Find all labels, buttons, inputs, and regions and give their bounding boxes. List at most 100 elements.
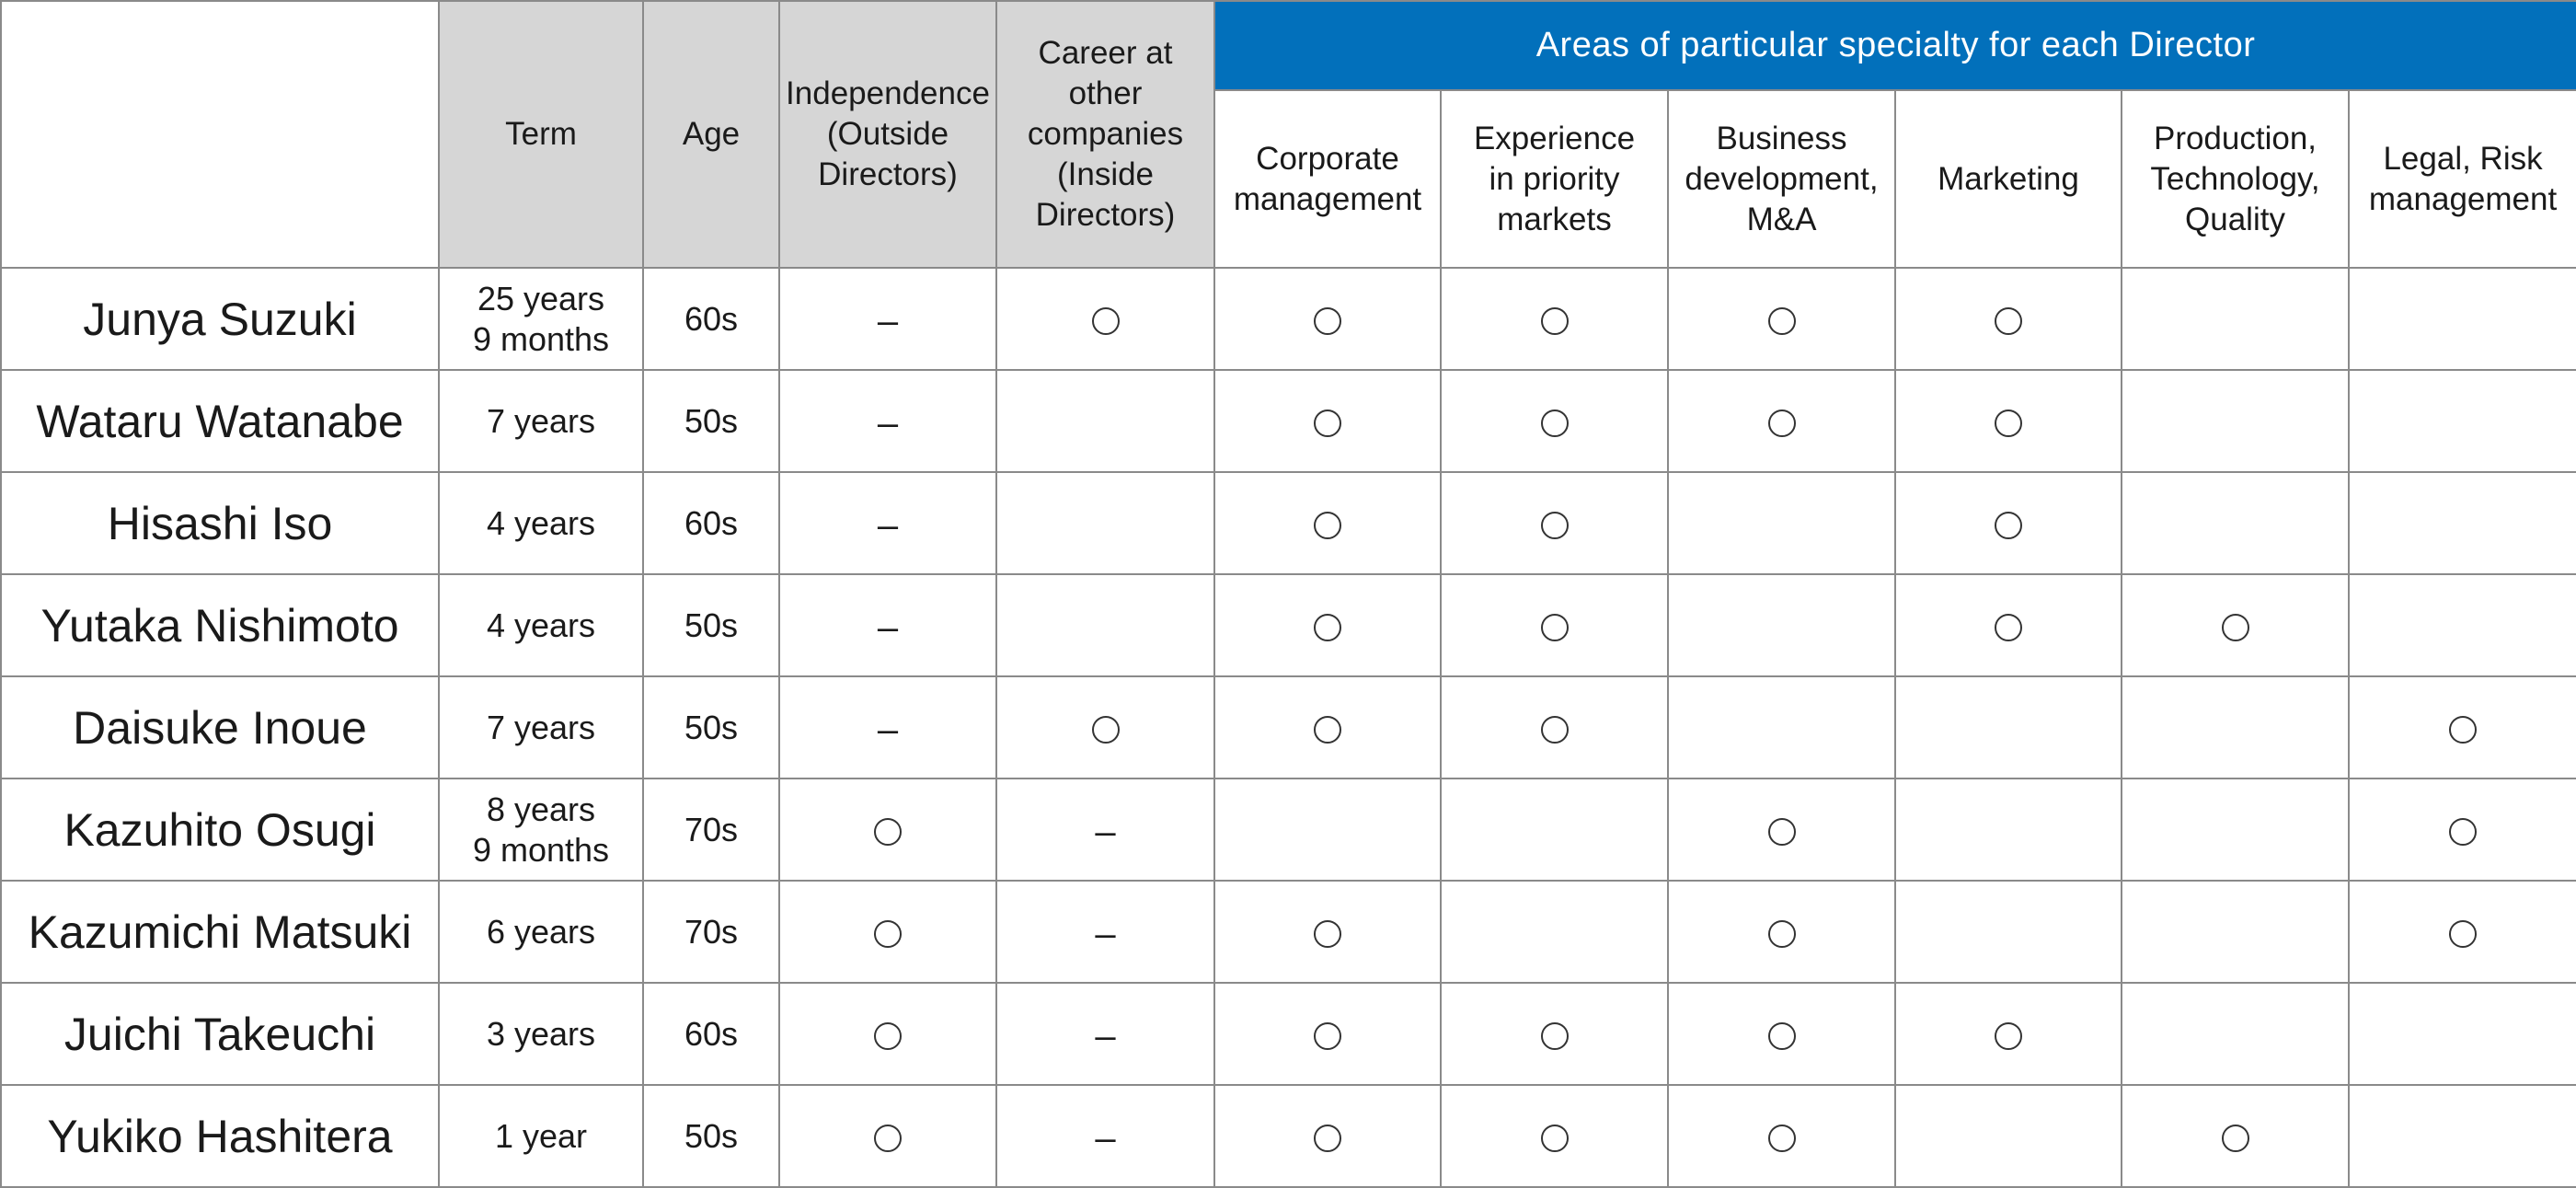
director-term: 8 years 9 months [438, 778, 644, 882]
specialty-cell-4 [2121, 1084, 2350, 1188]
circle-mark-icon [1540, 409, 1569, 437]
circle-mark-icon [1540, 1021, 1569, 1050]
specialty-cell-5 [2347, 573, 2576, 677]
independence-cell: – [778, 573, 997, 677]
director-age: 60s [642, 471, 780, 575]
circle-mark-icon [1540, 613, 1569, 641]
circle-mark-icon [874, 817, 902, 846]
specialty-cell-5 [2347, 471, 2576, 575]
circle-mark-icon [1314, 409, 1341, 437]
director-age: 60s [642, 982, 780, 1086]
specialty-cell-0 [1213, 982, 1442, 1086]
specialty-cell-4 [2121, 369, 2350, 473]
table-row: Yukiko Hashitera 1 year 50s – [0, 1084, 2576, 1188]
specialty-cell-5 [2347, 675, 2576, 779]
table-row: Daisuke Inoue 7 years 50s – [0, 675, 2576, 779]
specialty-cell-1 [1440, 1084, 1669, 1188]
circle-mark-icon [2221, 1124, 2249, 1152]
circle-mark-icon [1314, 919, 1341, 948]
circle-mark-icon [1314, 1124, 1341, 1152]
specialty-cell-4 [2121, 573, 2350, 677]
header-age: Age [642, 0, 780, 269]
circle-mark-icon [874, 919, 902, 948]
specialty-cell-0 [1213, 1084, 1442, 1188]
director-name: Kazuhito Osugi [0, 778, 440, 882]
specialty-cell-4 [2121, 471, 2350, 575]
independence-cell: – [778, 471, 997, 575]
circle-mark-icon [1767, 1124, 1796, 1152]
circle-mark-icon [2221, 613, 2249, 641]
table-row: Kazuhito Osugi 8 years 9 months 70s – [0, 778, 2576, 882]
specialty-cell-1 [1440, 880, 1669, 984]
career-cell [995, 267, 1215, 371]
header-corner-cell [0, 0, 440, 269]
specialty-cell-5 [2347, 267, 2576, 371]
circle-mark-icon [1995, 306, 2022, 335]
header-term: Term [438, 0, 644, 269]
circle-mark-icon [874, 1021, 902, 1050]
specialty-cell-4 [2121, 982, 2350, 1086]
director-name: Junya Suzuki [0, 267, 440, 371]
circle-mark-icon [1540, 1124, 1569, 1152]
header-specialty-production: Production, Technology, Quality [2121, 89, 2350, 269]
specialty-cell-3 [1894, 675, 2122, 779]
director-term: 4 years [438, 471, 644, 575]
circle-mark-icon [1314, 715, 1341, 744]
specialty-cell-3 [1894, 982, 2122, 1086]
specialty-cell-2 [1667, 369, 1896, 473]
circle-mark-icon [1314, 1021, 1341, 1050]
career-cell: – [995, 982, 1215, 1086]
independence-cell [778, 982, 997, 1086]
dash-mark: – [877, 606, 899, 648]
circle-mark-icon [1767, 817, 1796, 846]
director-term: 7 years [438, 369, 644, 473]
circle-mark-icon [1767, 1021, 1796, 1050]
independence-cell [778, 880, 997, 984]
specialty-cell-4 [2121, 880, 2350, 984]
dash-mark: – [1095, 1015, 1116, 1056]
independence-cell: – [778, 267, 997, 371]
header-specialty-business-development: Business development, M&A [1667, 89, 1896, 269]
specialty-cell-5 [2347, 369, 2576, 473]
career-cell: – [995, 1084, 1215, 1188]
career-cell: – [995, 880, 1215, 984]
circle-mark-icon [1767, 409, 1796, 437]
table-header: Term Age Independence (Outside Directors… [0, 0, 2576, 269]
header-independence: Independence (Outside Directors) [778, 0, 997, 269]
circle-mark-icon [1995, 511, 2022, 539]
director-age: 50s [642, 573, 780, 677]
director-term: 6 years [438, 880, 644, 984]
specialty-cell-3 [1894, 880, 2122, 984]
career-cell [995, 369, 1215, 473]
specialty-cell-0 [1213, 880, 1442, 984]
specialty-cell-5 [2347, 778, 2576, 882]
header-row-specialties: Corporate management Experience in prior… [1, 89, 2576, 269]
dash-mark: – [1095, 1117, 1116, 1159]
specialty-cell-2 [1667, 880, 1896, 984]
table-body: Junya Suzuki 25 years 9 months 60s – Wataru … [0, 267, 2576, 1188]
circle-mark-icon [1995, 409, 2022, 437]
director-name: Hisashi Iso [0, 471, 440, 575]
independence-cell [778, 778, 997, 882]
circle-mark-icon [874, 1124, 902, 1152]
specialty-cell-1 [1440, 675, 1669, 779]
specialty-cell-2 [1667, 982, 1896, 1086]
table-row: Wataru Watanabe 7 years 50s – [0, 369, 2576, 473]
header-specialty-legal-risk: Legal, Risk management [2347, 89, 2576, 269]
circle-mark-icon [1540, 511, 1569, 539]
specialty-cell-1 [1440, 573, 1669, 677]
specialty-cell-2 [1667, 573, 1896, 677]
director-age: 70s [642, 778, 780, 882]
table-row: Yutaka Nishimoto 4 years 50s – [0, 573, 2576, 677]
header-specialty-title: Areas of particular specialty for each D… [1213, 0, 2576, 91]
director-term: 3 years [438, 982, 644, 1086]
director-name: Wataru Watanabe [0, 369, 440, 473]
independence-cell: – [778, 369, 997, 473]
header-specialty-corporate-management: Corporate management [1213, 89, 1442, 269]
circle-mark-icon [1995, 1021, 2022, 1050]
director-name: Juichi Takeuchi [0, 982, 440, 1086]
director-name: Daisuke Inoue [0, 675, 440, 779]
specialty-cell-2 [1667, 1084, 1896, 1188]
specialty-cell-3 [1894, 471, 2122, 575]
director-term: 25 years 9 months [438, 267, 644, 371]
